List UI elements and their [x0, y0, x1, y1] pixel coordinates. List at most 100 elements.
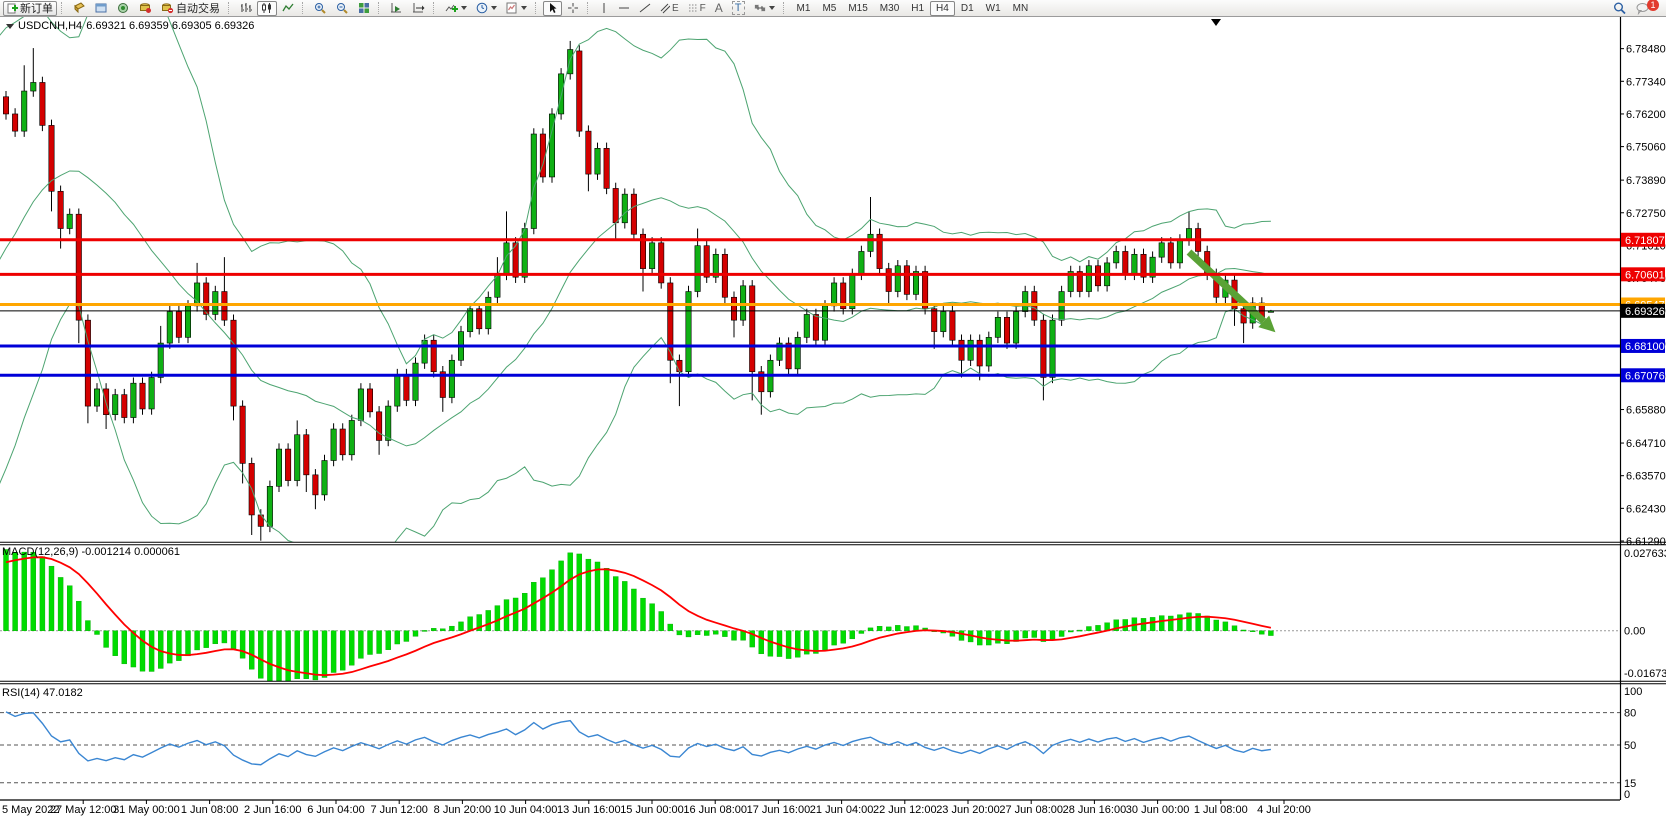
channel-letter: E — [672, 2, 679, 14]
tab-timeframe-h1[interactable]: H1 — [911, 2, 925, 14]
svg-text:0.027633: 0.027633 — [1624, 548, 1666, 560]
chart-shift-button[interactable] — [408, 1, 429, 16]
zoom-in-button[interactable] — [310, 1, 331, 16]
tab-timeframe-d1[interactable]: D1 — [960, 2, 974, 14]
tab-timeframe-w1[interactable]: W1 — [985, 2, 1001, 14]
svg-text:15: 15 — [1624, 778, 1636, 790]
market-watch-button[interactable] — [69, 1, 90, 16]
crosshair-icon — [568, 3, 578, 13]
svg-text:6.64710: 6.64710 — [1626, 438, 1666, 450]
chevron-down-icon[interactable] — [6, 23, 14, 29]
horizontal-line-tool[interactable] — [614, 1, 634, 16]
svg-text:6.67076: 6.67076 — [1625, 370, 1665, 382]
data-window-button[interactable] — [91, 1, 112, 16]
navigator-button[interactable] — [113, 1, 134, 16]
trend-arrow-annotation — [1186, 249, 1276, 333]
svg-text:0.00: 0.00 — [1624, 626, 1645, 638]
text-tool-letter: A — [714, 1, 723, 15]
auto-scroll-icon — [391, 3, 401, 13]
svg-text:6 Jun 04:00: 6 Jun 04:00 — [307, 804, 365, 816]
svg-text:80: 80 — [1624, 708, 1636, 720]
cursor-button[interactable] — [543, 0, 562, 16]
bar-chart-button[interactable] — [236, 1, 256, 16]
autotrading-label: 自动交易 — [176, 3, 220, 15]
svg-text:10 Jun 04:00: 10 Jun 04:00 — [494, 804, 558, 816]
macd-indicator-label: MACD(12,26,9) -0.001214 0.000061 — [2, 546, 180, 558]
arrows-icon — [754, 4, 765, 12]
tab-timeframe-h4[interactable]: H4 — [930, 0, 955, 16]
svg-text:6.68100: 6.68100 — [1625, 341, 1665, 353]
indicators-dropdown-icon[interactable] — [461, 6, 467, 10]
separator — [228, 2, 232, 14]
svg-text:6.73890: 6.73890 — [1626, 175, 1666, 187]
svg-text:27 Jun 08:00: 27 Jun 08:00 — [999, 804, 1063, 816]
search-icon — [1614, 2, 1626, 14]
text-label-tool[interactable]: T — [728, 1, 749, 16]
chart-shift-icon — [413, 3, 425, 13]
svg-text:8 Jun 20:00: 8 Jun 20:00 — [434, 804, 492, 816]
candlestick-chart-button[interactable] — [257, 0, 277, 16]
svg-text:28 Jun 16:00: 28 Jun 16:00 — [1063, 804, 1127, 816]
autotrading-icon — [162, 3, 174, 14]
toolbar: 新订单 自动交易 — [0, 0, 1666, 17]
new-order-button[interactable]: 新订单 — [3, 0, 57, 16]
timeframe-group: M1 M5 M15 M30 H1 H4 D1 W1 MN — [791, 0, 1035, 16]
templates-dropdown-icon[interactable] — [521, 6, 527, 10]
line-chart-icon — [282, 3, 294, 12]
arrows-dropdown-icon[interactable] — [768, 6, 775, 10]
svg-text:22 Jun 12:00: 22 Jun 12:00 — [873, 804, 937, 816]
tab-timeframe-mn[interactable]: MN — [1012, 2, 1029, 14]
tile-windows-button[interactable] — [354, 1, 374, 16]
terminal-button[interactable] — [135, 1, 156, 16]
separator — [535, 2, 539, 14]
separator — [378, 2, 382, 14]
arrows-tool[interactable] — [750, 1, 779, 16]
periods-button[interactable] — [472, 1, 501, 16]
svg-text:30 Jun 00:00: 30 Jun 00:00 — [1126, 804, 1190, 816]
svg-text:4 Jul 20:00: 4 Jul 20:00 — [1257, 804, 1311, 816]
trendline-icon — [639, 3, 651, 13]
chart-title: USDCNH,H4 6.69321 6.69359 6.69305 6.6932… — [6, 20, 254, 32]
separator — [433, 2, 437, 14]
vertical-line-icon — [603, 3, 605, 13]
tile-windows-icon — [359, 3, 369, 13]
new-order-label: 新订单 — [20, 3, 53, 15]
svg-text:1 Jun 08:00: 1 Jun 08:00 — [181, 804, 239, 816]
cursor-icon — [550, 3, 557, 13]
autotrading-button[interactable]: 自动交易 — [157, 1, 224, 16]
separator — [782, 2, 787, 14]
tab-timeframe-m1[interactable]: M1 — [796, 2, 811, 14]
bar-chart-icon — [241, 3, 252, 12]
svg-text:50: 50 — [1624, 740, 1636, 752]
search-button[interactable] — [1609, 1, 1631, 16]
equidistant-channel-tool[interactable]: E — [656, 1, 683, 16]
text-label-letter: T — [731, 1, 745, 15]
svg-text:21 Jun 04:00: 21 Jun 04:00 — [810, 804, 874, 816]
text-tool[interactable]: A — [711, 1, 727, 16]
tab-timeframe-m15[interactable]: M15 — [848, 2, 868, 14]
svg-text:6.65880: 6.65880 — [1626, 405, 1666, 417]
templates-button[interactable] — [502, 1, 531, 16]
indicators-button[interactable] — [441, 1, 471, 16]
separator — [587, 2, 591, 14]
svg-text:100: 100 — [1624, 686, 1642, 698]
trendline-tool[interactable] — [635, 1, 655, 16]
new-order-icon — [7, 3, 18, 13]
fibonacci-tool[interactable]: F — [684, 1, 710, 16]
crosshair-button[interactable] — [563, 1, 583, 16]
market-watch-icon — [74, 2, 85, 14]
svg-text:1 Jul 08:00: 1 Jul 08:00 — [1194, 804, 1248, 816]
line-chart-button[interactable] — [278, 1, 298, 16]
tab-timeframe-m5[interactable]: M5 — [822, 2, 837, 14]
zoom-out-button[interactable] — [332, 1, 353, 16]
data-window-icon — [95, 3, 107, 13]
vertical-line-tool[interactable] — [595, 1, 613, 16]
chat-button[interactable]: 1 — [1632, 0, 1663, 16]
navigator-icon — [118, 3, 128, 13]
auto-scroll-button[interactable] — [386, 1, 407, 16]
periods-dropdown-icon[interactable] — [491, 6, 497, 10]
tab-timeframe-m30[interactable]: M30 — [879, 2, 900, 14]
